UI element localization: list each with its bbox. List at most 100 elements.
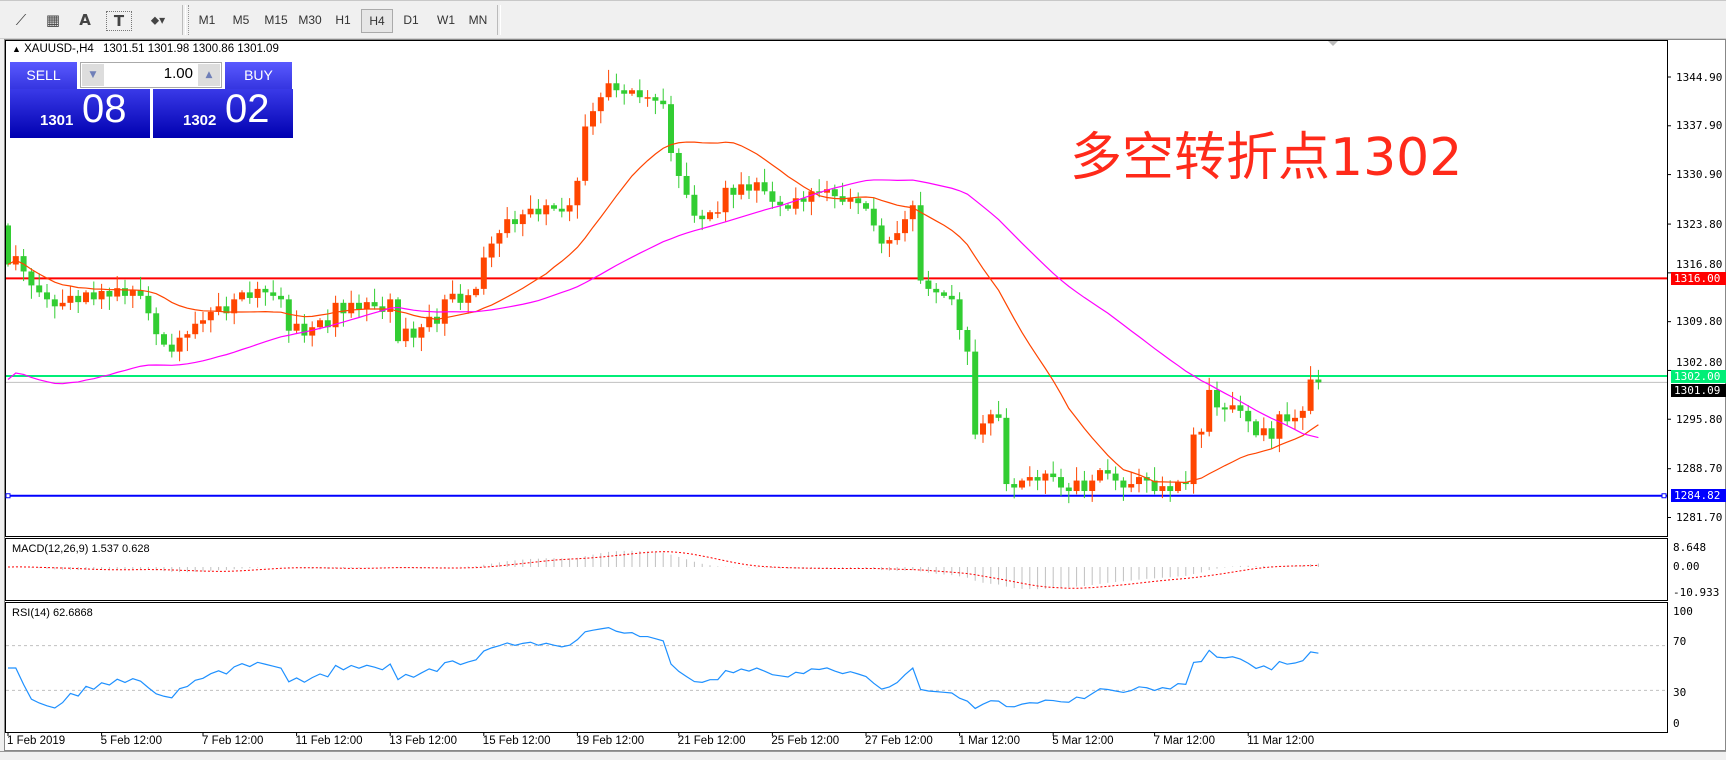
candle-body [200,320,206,324]
sell-price-big-figure: 1301 [40,112,74,129]
candle-body [941,292,947,296]
candle-body [816,191,823,193]
buy-price[interactable]: 1302 02 [153,87,293,138]
chart-tabs-bar[interactable] [0,751,1726,760]
chart-symbol: XAUUSD-,H4 [24,43,94,55]
candle-body [878,225,885,244]
candle-body [714,212,721,214]
candle-body [1190,434,1197,485]
candle-body [683,175,690,195]
candle-body [426,316,433,328]
candle-body [153,313,160,335]
candle-body [902,219,908,234]
candle-body [98,290,105,300]
sell-button[interactable]: SELL [10,62,77,89]
candle-body [738,184,745,195]
candle-body [792,198,799,209]
macd-pane-frame [5,538,1668,601]
candle-body [574,180,581,206]
timeframe-m1[interactable]: M1 [198,13,216,27]
candle-body [855,198,862,204]
candle-body [270,292,277,296]
candle-body [512,219,518,225]
candle-body [1260,428,1267,436]
price-tick: 1330.90 [1676,168,1723,181]
rsi-tick: 30 [1673,686,1687,699]
candle-body [636,90,643,98]
candle-body [1307,379,1314,411]
time-tick: 25 Feb 12:00 [771,735,840,747]
candle-body [699,215,706,220]
candle-body [83,292,89,303]
lot-size-stepper[interactable]: ▼ 1.00 ▲ [80,62,222,88]
candle-body [340,302,347,314]
candle-body [1011,484,1018,488]
candle-body [551,205,557,209]
timeframe-w1[interactable]: W1 [437,13,455,27]
fibonacci-expansion-icon[interactable]: ⟋ [15,11,27,29]
candle-body [1058,477,1064,488]
candle-body [59,302,66,307]
candle-body [1214,389,1220,408]
toolbar-grip[interactable] [188,5,191,35]
text-label-icon[interactable]: T [106,11,132,31]
timeframe-m15[interactable]: M15 [264,13,288,27]
candle-body [1073,480,1080,492]
arrows-dropdown-icon[interactable]: ⬥▾ [150,12,166,27]
candle-body [317,320,323,328]
candle-body [465,295,472,303]
price-tick: 1323.80 [1676,218,1723,231]
buy-button[interactable]: BUY [225,62,292,89]
sell-price[interactable]: 1301 08 [10,87,150,138]
sell-price-pips: 08 [82,87,127,131]
rsi-tick: 70 [1673,635,1687,648]
candle-body [1292,417,1298,422]
candle-body [6,225,11,265]
time-tick: 11 Mar 12:00 [1247,735,1315,747]
candle-body [1112,473,1119,481]
candle-body [964,330,971,352]
increase-lot-icon[interactable]: ▲ [198,64,220,86]
candle-body [1019,480,1025,488]
candle-body [161,334,167,345]
candle-body [933,288,940,293]
timeframe-h4[interactable]: H4 [361,9,393,33]
candle-body [543,205,550,215]
timeframe-d1[interactable]: D1 [403,13,419,27]
toolbar-separator [497,5,501,35]
candle-body [246,292,253,298]
candle-body [449,293,456,300]
text-icon[interactable]: A [79,11,91,29]
lot-size-value[interactable]: 1.00 [163,65,193,82]
candle-body [129,290,136,296]
rsi-tick: 100 [1673,605,1693,618]
timeframe-h1[interactable]: H1 [335,13,351,27]
chart-ohlc: 1301.51 1301.98 1300.86 1301.09 [102,43,279,55]
candle-body [1159,486,1166,492]
chart-window[interactable] [4,39,1726,751]
collapse-triangle-icon[interactable]: ▲ [12,44,21,54]
decrease-lot-icon[interactable]: ▼ [82,64,104,86]
candle-body [870,208,877,226]
timeframe-mn[interactable]: MN [468,13,488,27]
candle-body [761,182,768,192]
candle-body [1206,389,1213,432]
candle-body [980,423,986,435]
candle-body [590,111,596,127]
moving-averages [7,141,1319,484]
time-tick: 5 Feb 12:00 [100,735,162,747]
candle-body [527,208,534,215]
candle-body [925,280,932,289]
fibonacci-fan-icon[interactable]: ▦ [45,11,61,29]
timeframe-m5[interactable]: M5 [232,13,250,27]
candle-body [582,126,589,181]
candle-body [51,299,58,307]
candle-body [1175,481,1181,492]
timeframe-m30[interactable]: M30 [298,13,322,27]
price-tick: 1302.80 [1676,356,1723,369]
candle-body [660,100,667,105]
candle-body [387,299,394,312]
macd-signal-line [7,551,1319,589]
candle-body [44,292,50,300]
